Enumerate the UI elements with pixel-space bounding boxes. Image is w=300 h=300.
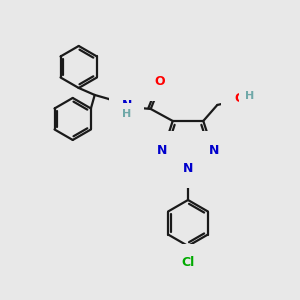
- Text: H: H: [122, 109, 131, 119]
- Text: Cl: Cl: [182, 256, 195, 269]
- Text: N: N: [208, 143, 219, 157]
- Text: O: O: [154, 76, 165, 88]
- Text: H: H: [245, 91, 254, 101]
- Text: N: N: [183, 163, 193, 176]
- Text: N: N: [122, 100, 132, 112]
- Text: N: N: [157, 143, 167, 157]
- Text: O: O: [234, 92, 244, 106]
